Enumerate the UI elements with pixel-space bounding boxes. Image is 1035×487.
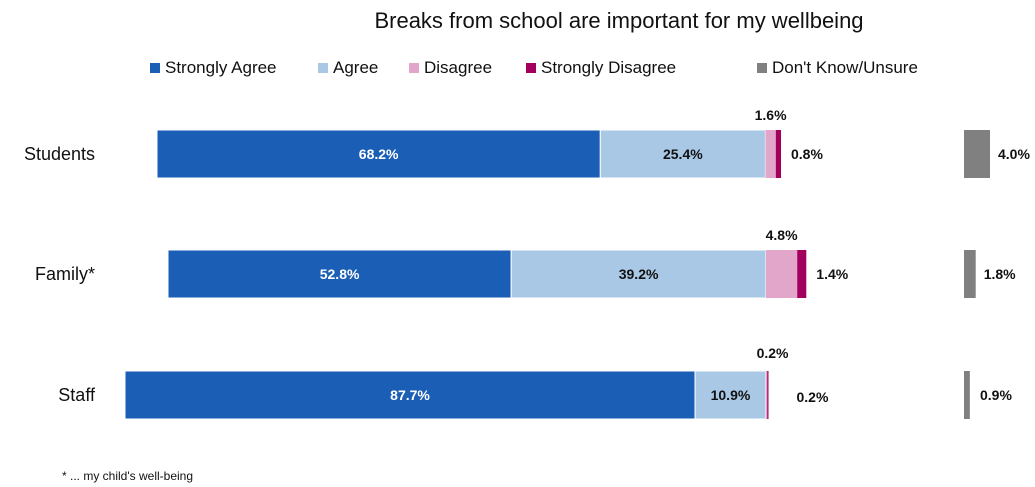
bar-family-strongly-agree [167,249,512,299]
bar-students-agree [599,129,766,179]
bar-staff-strongly-agree [124,370,696,420]
legend-label-strongly-agree: Strongly Agree [165,58,277,77]
footnote: * ... my child's well-being [62,469,193,483]
value-label-students-disagree: 1.6% [755,107,787,123]
legend-swatch-disagree [409,63,419,73]
value-label-family-strongly-disagree: 1.4% [816,266,848,282]
category-label-staff: Staff [58,385,96,405]
value-label-staff-don-t-know-unsure: 0.9% [980,387,1012,403]
bar-staff-strongly-disagree [767,371,769,419]
legend-label-disagree: Disagree [424,58,492,77]
value-label-family-disagree: 4.8% [766,227,798,243]
legend-swatch-strongly-disagree [526,63,536,73]
category-label-family: Family* [35,264,95,284]
value-label-staff-disagree: 0.2% [757,345,789,361]
value-label-staff-strongly-disagree: 0.2% [797,389,829,405]
legend-swatch-agree [318,63,328,73]
value-label-family-don-t-know-unsure: 1.8% [984,266,1016,282]
value-label-students-strongly-disagree: 0.8% [791,146,823,162]
bar-staff-agree [694,370,767,420]
legend: Strongly Agree Agree Disagree Strongly Disa… [150,58,918,77]
bar-students-don-t-know-unsure [964,130,990,178]
bar-family-strongly-disagree [797,250,807,298]
bar-family-disagree [766,250,798,298]
value-label-family-strongly-agree: 52.8% [320,266,360,282]
bar-students-strongly-disagree [775,130,781,178]
category-label-students: Students [24,144,95,164]
bar-family-agree [510,249,767,299]
bar-staff-disagree [765,371,768,419]
legend-swatch-strongly-agree [150,63,160,73]
legend-label-strongly-disagree: Strongly Disagree [541,58,676,77]
value-label-family-agree: 39.2% [619,266,659,282]
bars-group [124,129,990,420]
legend-label-agree: Agree [333,58,378,77]
value-label-staff-agree: 10.9% [711,387,751,403]
legend-swatch-don-t-know-unsure [757,63,767,73]
labels-group: Students 68.2% 25.4% 1.6% 0.8% 4.0% Family* 52.… [24,107,1031,405]
bar-students-disagree [765,130,776,178]
bar-family-don-t-know-unsure [964,250,976,298]
value-label-students-agree: 25.4% [663,146,703,162]
bar-staff-don-t-know-unsure [964,371,970,419]
bar-students-strongly-agree [156,129,601,179]
value-label-students-don-t-know-unsure: 4.0% [998,146,1030,162]
value-label-students-strongly-agree: 68.2% [359,146,399,162]
legend-label-don-t-know-unsure: Don't Know/Unsure [772,58,918,77]
value-label-staff-strongly-agree: 87.7% [390,387,430,403]
chart-title: Breaks from school are important for my … [374,8,863,33]
